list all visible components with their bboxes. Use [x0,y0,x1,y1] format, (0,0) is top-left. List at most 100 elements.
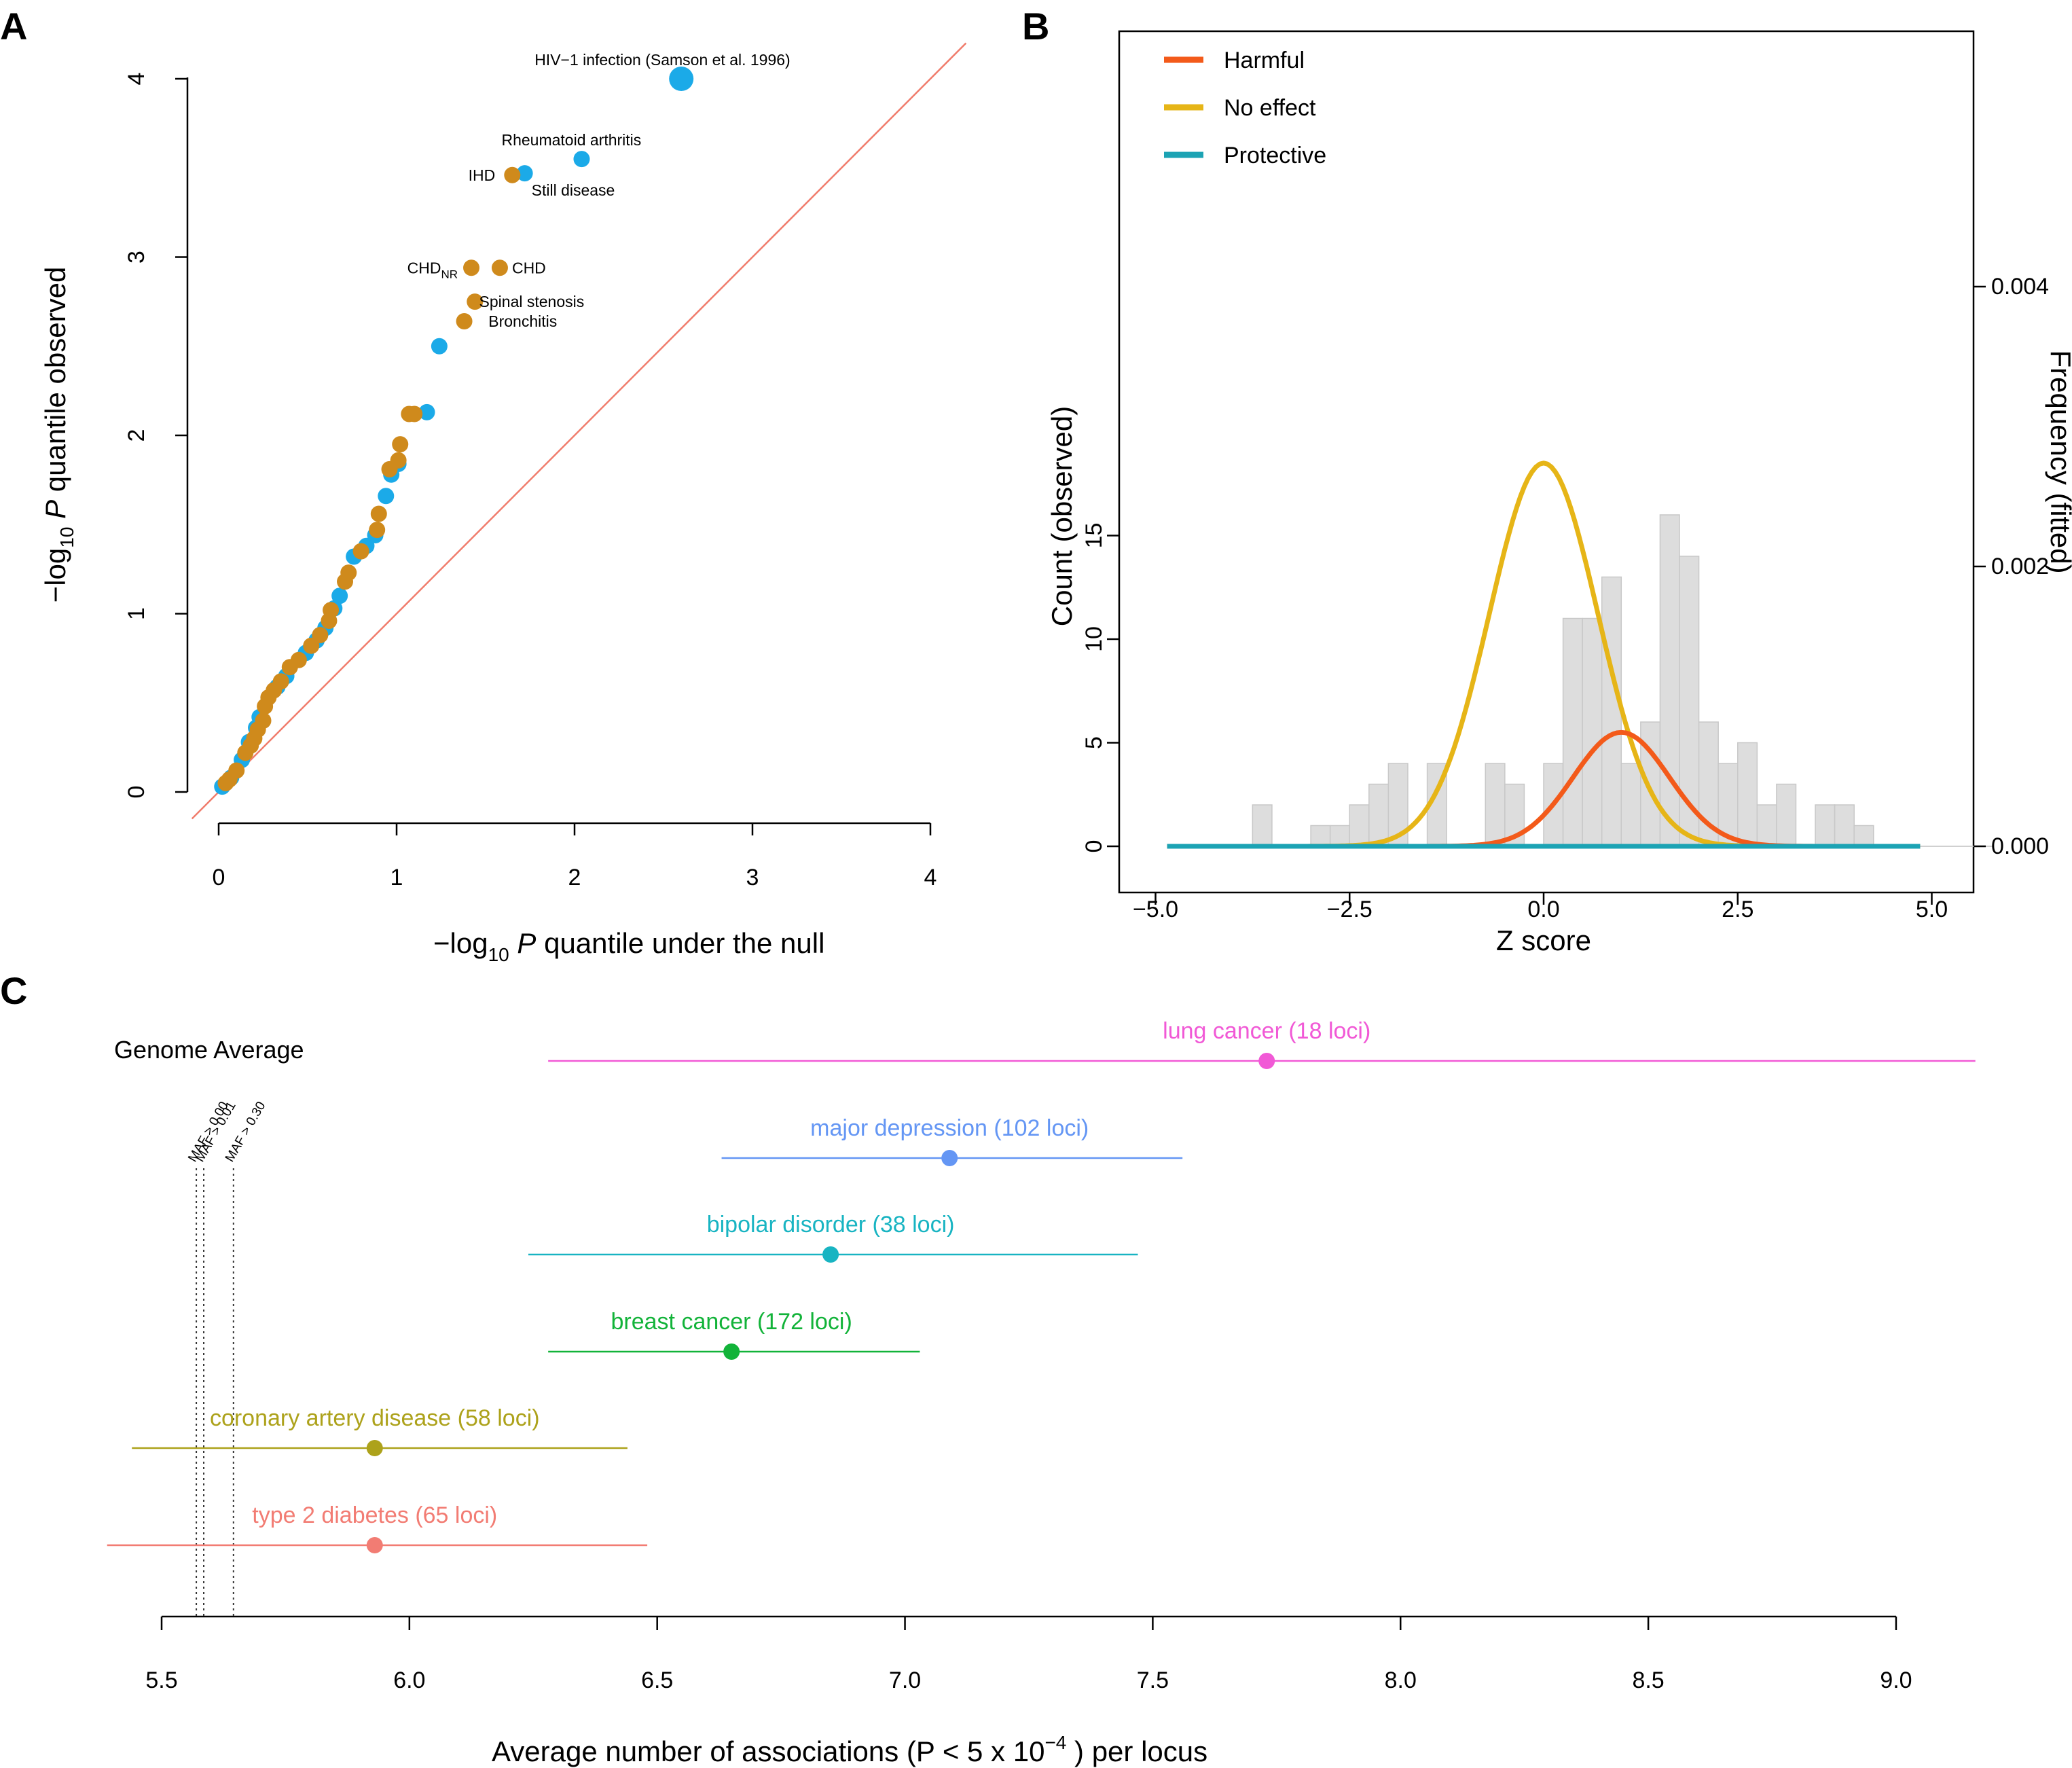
forest-row: type 2 diabetes (65 loci) [107,1502,648,1553]
y-tick-label: 3 [124,251,149,264]
x-tick-label: 2.5 [1722,897,1753,922]
series-label: lung cancer (18 loci) [1163,1018,1370,1044]
hist-bar [1349,804,1370,847]
x-tick-label: 7.5 [1137,1667,1169,1693]
x-tick-label: −2.5 [1327,897,1373,922]
hist-bar [1329,825,1351,847]
qq-point [573,151,590,168]
right-tick-label: 0.004 [1991,274,2049,300]
qq-point [312,627,329,643]
y-tick-label: 5 [1081,736,1107,749]
x-tick-label: 2 [568,865,581,890]
x-tick-label: 9.0 [1880,1667,1912,1693]
panel-b-y-ticks: 0 5 10 15 [1081,523,1119,853]
qq-point [516,165,533,182]
qq-point [370,505,387,522]
panel-a-annotations: HIV−1 infection (Samson et al. 1996) Rheu… [407,51,790,330]
panel-a: A 0 1 2 3 4 0 1 2 3 4 HIV−1 infection (Samson et… [0,5,967,965]
qq-point [255,712,272,729]
legend-label: No effect [1224,95,1316,121]
panel-b-x-ticks: −5.0 −2.5 0.0 2.5 5.0 [1133,892,1948,922]
point-estimate [366,1440,383,1456]
forest-row: major depression (102 loci) [721,1115,1183,1166]
x-tick-label: 8.5 [1632,1667,1664,1693]
point-estimate [1258,1053,1275,1069]
qq-point [463,259,480,276]
hist-bar [1834,804,1855,847]
panel-b-right-y-label: Frequency (fitted) [2045,350,2072,573]
forest-series: lung cancer (18 loci) major depression (1… [107,1018,1976,1553]
hist-bar [1368,783,1389,847]
y-tick-label: 0 [1081,840,1107,853]
point-annotation: Spinal stenosis [479,293,585,310]
qq-point [352,543,369,560]
hist-bar [1776,783,1797,847]
point-annotation: IHD [469,166,496,184]
hist-bar [1562,617,1583,847]
y-tick-label: 1 [124,607,149,620]
x-tick-label: −5.0 [1133,897,1178,922]
qq-point [323,602,340,619]
hist-bar [1601,576,1622,847]
panel-a-x-ticks: 0 1 2 3 4 [213,823,937,890]
point-annotation: HIV−1 infection (Samson et al. 1996) [534,51,790,69]
panel-b-label: B [1022,5,1049,48]
point-estimate [941,1150,958,1166]
point-annotation: Still disease [532,181,615,199]
qq-point [369,522,386,539]
genome-average-title: Genome Average [114,1036,304,1064]
x-tick-label: 1 [390,865,403,890]
qq-point [331,588,348,605]
x-tick-label: 7.0 [889,1667,921,1693]
qq-point [504,166,521,183]
point-annotation: CHD [512,259,546,276]
hist-bar [1853,825,1874,847]
legend-label: Protective [1224,143,1326,168]
reference-line [191,42,967,820]
forest-row: breast cancer (172 loci) [548,1309,920,1360]
qq-point [406,405,423,422]
panel-c-label: C [0,969,27,1012]
qq-point [378,488,395,505]
x-tick-label: 6.5 [641,1667,673,1693]
hist-bar [1659,514,1680,847]
panel-a-x-label: −log10 P quantile under the null [433,927,824,965]
qq-point [390,452,407,469]
hist-bar [1756,804,1777,847]
hist-bar [1485,763,1506,847]
point-estimate [822,1246,839,1263]
series-label: breast cancer (172 loci) [611,1309,852,1335]
qq-point [272,673,289,690]
series-label: type 2 diabetes (65 loci) [252,1502,497,1528]
hist-bar [1620,763,1641,847]
x-tick-label: 3 [746,865,759,890]
qq-point [228,762,245,779]
x-tick-label: 0 [213,865,225,890]
x-tick-label: 8.0 [1385,1667,1417,1693]
qq-point [418,403,435,420]
y-tick-label: 2 [124,429,149,442]
panel-a-y-label: −log10 P quantile observed [39,267,77,603]
point-estimate [723,1343,740,1360]
point-annotation: Rheumatoid arthritis [501,131,641,149]
qq-point [431,338,448,355]
y-tick-label: 15 [1081,523,1107,549]
legend-label: Harmful [1224,48,1305,73]
panel-c-x-label: Average number of associations (P < 5 x … [492,1732,1207,1767]
forest-row: bipolar disorder (38 loci) [528,1212,1138,1263]
qq-point [290,651,307,668]
fitted-curves [1167,461,1921,849]
forest-row: coronary artery disease (58 loci) [132,1405,628,1456]
panel-b-frame [1118,30,1975,894]
panel-a-points [214,67,694,795]
point-annotation: Bronchitis [488,312,557,330]
y-tick-label: 4 [124,73,149,86]
hist-bar [1640,721,1661,847]
qq-point [340,564,357,581]
qq-point [303,637,320,654]
x-tick-label: 0.0 [1527,897,1559,922]
panel-b-right-ticks: 0.000 0.002 0.004 [1974,274,2049,859]
panel-b-x-label: Z score [1496,924,1591,956]
